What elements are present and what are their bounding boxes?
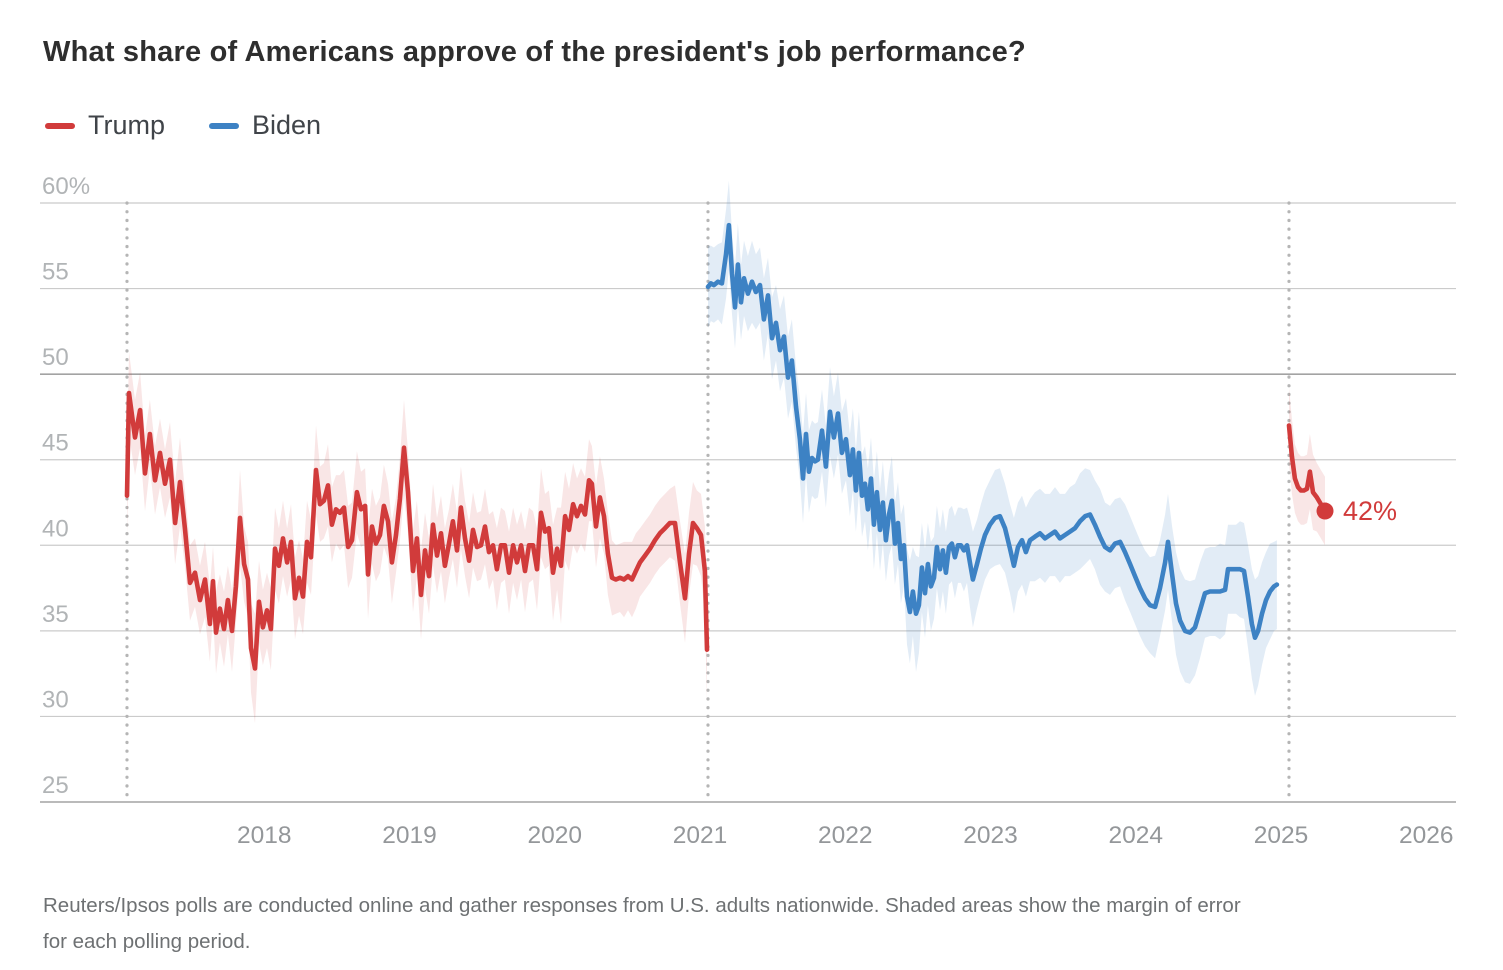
trump-term2-margin-band	[1289, 387, 1325, 546]
legend-label-trump: Trump	[88, 110, 166, 140]
x-tick-label-2026: 2026	[1399, 822, 1454, 849]
x-tick-label-2020: 2020	[527, 822, 582, 849]
biden-line-swatch-icon	[209, 122, 240, 129]
source-footnote: Reuters/Ipsos polls are conducted online…	[43, 888, 1463, 960]
chart-legend: Trump Biden	[45, 110, 321, 141]
x-tick-label-2018: 2018	[237, 822, 292, 849]
footnote-line-1: Reuters/Ipsos polls are conducted online…	[43, 894, 1241, 917]
y-tick-label-60: 60%	[42, 173, 90, 200]
y-tick-label-50: 50	[42, 344, 69, 371]
trump-line-swatch-icon	[45, 122, 75, 129]
footnote-line-2: for each polling period.	[43, 930, 251, 953]
y-tick-label-30: 30	[42, 686, 69, 713]
y-tick-label-35: 35	[42, 601, 69, 628]
page-title: What share of Americans approve of the p…	[43, 36, 1026, 68]
x-tick-label-2025: 2025	[1254, 822, 1309, 849]
biden-margin-band	[708, 180, 1277, 696]
biden-line[interactable]	[705, 222, 1280, 641]
legend-item-biden: Biden	[209, 110, 321, 141]
x-tick-label-2024: 2024	[1108, 822, 1163, 849]
trump-term1-line[interactable]	[124, 390, 710, 671]
x-tick-label-2019: 2019	[382, 822, 437, 849]
trump-term2-line[interactable]	[1286, 423, 1328, 514]
y-tick-label-55: 55	[42, 259, 69, 286]
x-tick-label-2021: 2021	[673, 822, 728, 849]
latest-value-label: 42%	[1343, 496, 1397, 526]
legend-item-trump: Trump	[45, 110, 165, 141]
y-tick-label-25: 25	[42, 772, 69, 799]
latest-value-dot	[1316, 502, 1334, 520]
y-tick-label-45: 45	[42, 430, 69, 457]
x-tick-label-2022: 2022	[818, 822, 873, 849]
legend-label-biden: Biden	[252, 110, 322, 140]
x-tick-label-2023: 2023	[963, 822, 1018, 849]
y-tick-label-40: 40	[42, 515, 69, 542]
